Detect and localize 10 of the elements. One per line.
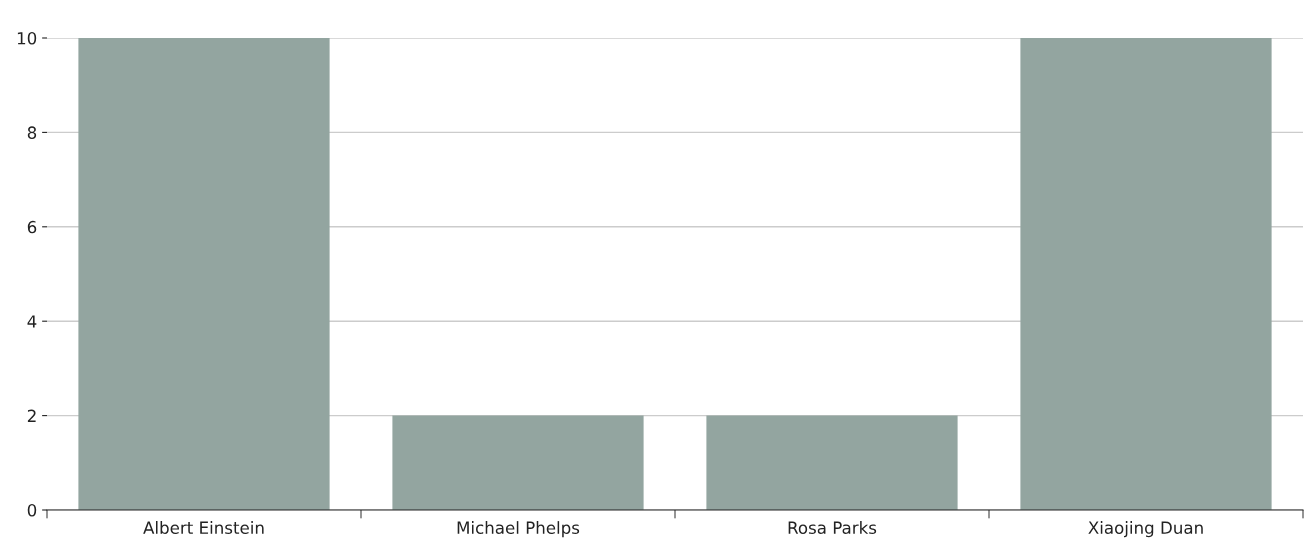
y-tick-label: 8 <box>27 126 37 139</box>
y-tick-label: 10 <box>17 31 37 45</box>
x-tick-label: Rosa Parks <box>788 521 877 535</box>
y-tick-label: 2 <box>27 409 36 422</box>
y-tick-label: 6 <box>27 220 37 234</box>
x-tick-label: Albert Einstein <box>143 521 264 535</box>
x-tick-label: Xiaojing Duan <box>1088 521 1203 538</box>
y-tick-label: 4 <box>27 315 37 328</box>
y-tick-label: 0 <box>27 503 37 517</box>
x-tick-label: Michael Phelps <box>457 521 580 538</box>
